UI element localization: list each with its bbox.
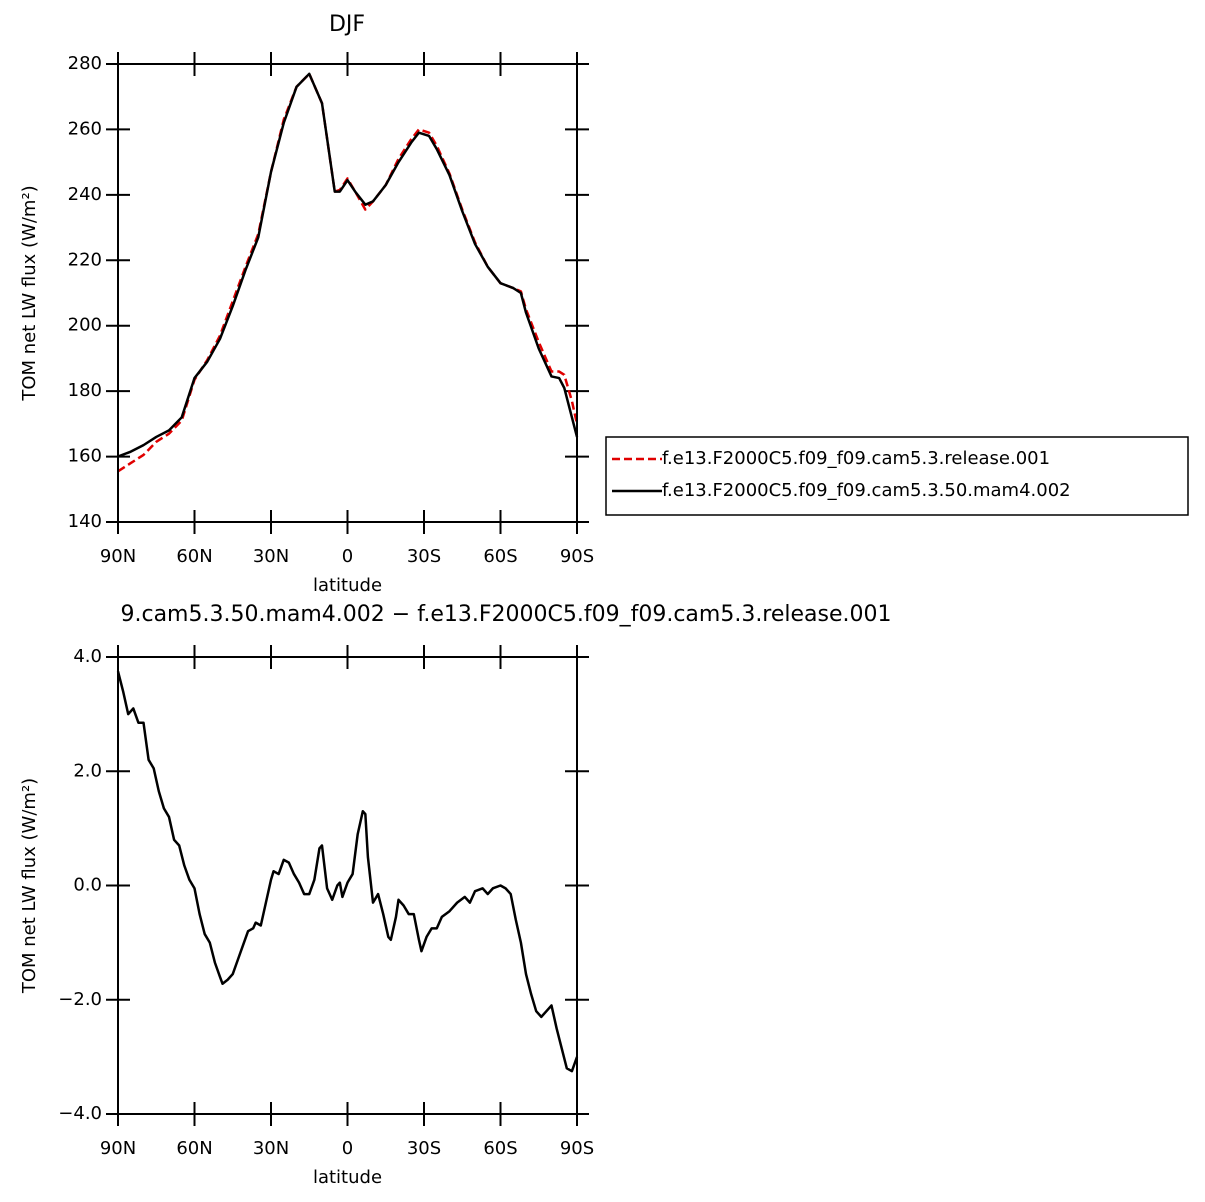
- y-tick-label: 200: [68, 315, 102, 336]
- y-tick-label: 0.0: [73, 875, 102, 896]
- x-tick-label: 30N: [253, 546, 289, 567]
- x-tick-label: 60N: [176, 546, 212, 567]
- x-tick-label: 60N: [176, 1138, 212, 1159]
- y-tick-label: −2.0: [58, 989, 102, 1010]
- x-tick-label: 0: [342, 1138, 353, 1159]
- y-tick-label: 140: [68, 511, 102, 532]
- x-tick-label: 30S: [407, 546, 441, 567]
- y-tick-label: 180: [68, 380, 102, 401]
- data-line: [117, 72, 579, 458]
- x-tick-label: 30S: [407, 1138, 441, 1159]
- x-axis-label: latitude: [313, 575, 382, 596]
- x-tick-label: 90N: [100, 546, 136, 567]
- plot-frame: [117, 656, 578, 1115]
- y-tick-label: 4.0: [73, 646, 102, 667]
- legend-label: f.e13.F2000C5.f09_f09.cam5.3.50.mam4.002: [662, 480, 1071, 501]
- x-tick-label: 90S: [560, 546, 594, 567]
- chart-title: 9.cam5.3.50.mam4.002 − f.e13.F2000C5.f09…: [120, 602, 891, 627]
- x-tick-label: 30N: [253, 1138, 289, 1159]
- x-tick-label: 0: [342, 546, 353, 567]
- x-tick-label: 60S: [483, 546, 517, 567]
- legend-label: f.e13.F2000C5.f09_f09.cam5.3.release.001: [662, 448, 1050, 469]
- legend-box: [605, 436, 1189, 516]
- x-tick-label: 60S: [483, 1138, 517, 1159]
- x-tick-label: 90S: [560, 1138, 594, 1159]
- y-tick-label: 240: [68, 184, 102, 205]
- plot-frame: [117, 63, 578, 523]
- y-tick-label: −4.0: [58, 1103, 102, 1124]
- x-tick-label: 90N: [100, 1138, 136, 1159]
- y-tick-label: 160: [68, 446, 102, 467]
- x-axis-label: latitude: [313, 1167, 382, 1188]
- y-tick-label: 260: [68, 118, 102, 139]
- y-tick-label: 220: [68, 249, 102, 270]
- chart-title: DJF: [329, 12, 365, 37]
- y-axis-label: TOM net LW flux (W/m²): [19, 185, 40, 401]
- data-line: [116, 670, 579, 1073]
- y-tick-label: 280: [68, 53, 102, 74]
- data-line: [117, 72, 579, 473]
- y-axis-label: TOM net LW flux (W/m²): [19, 778, 40, 994]
- y-tick-label: 2.0: [73, 760, 102, 781]
